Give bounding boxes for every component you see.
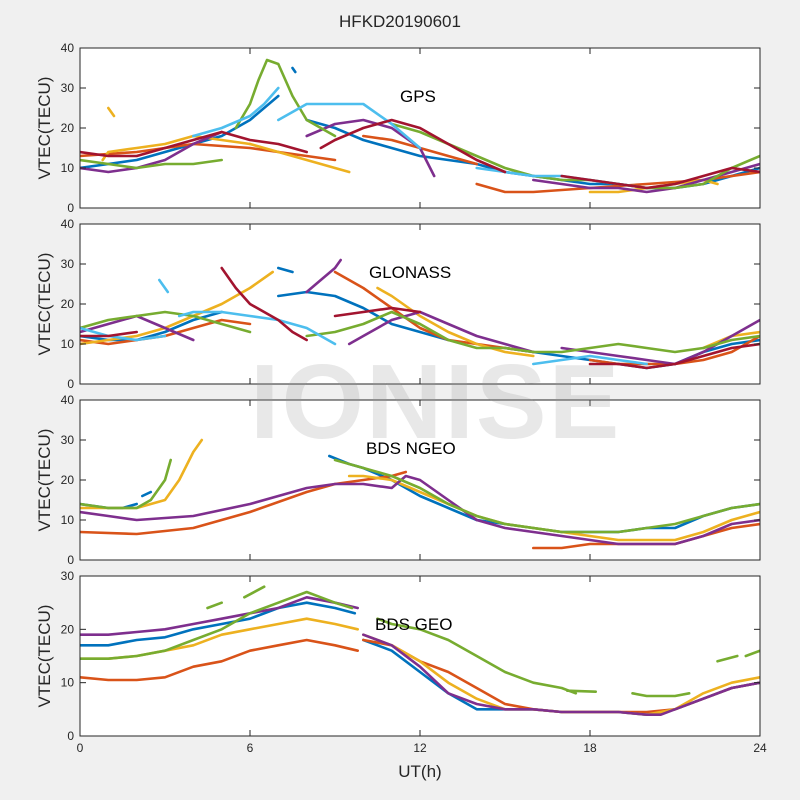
panel-4-plot-area xyxy=(80,576,760,736)
panel-1-series-line-21 xyxy=(80,130,309,158)
panel-4-series-line-16 xyxy=(744,649,760,658)
panel-1-y-tick-label: 40 xyxy=(61,41,75,55)
panel-2-series-line-23 xyxy=(333,306,422,318)
panel-4-y-tick-label: 30 xyxy=(61,569,75,583)
panel-1-series-group xyxy=(80,58,760,194)
panel-3-series-line-9 xyxy=(80,458,172,510)
panel-1-series-line-22 xyxy=(319,118,507,174)
panel-3-y-tick-label: 20 xyxy=(61,473,75,487)
panel-1-series-line-19 xyxy=(276,102,422,150)
panel-1: 0 10 20 30 40 VTEC(TECU) GPS xyxy=(35,41,761,215)
panel-3-y-tick-label: 0 xyxy=(67,553,74,567)
panel-2-title: GLONASS xyxy=(369,263,451,282)
panel-4-series-line-8 xyxy=(361,633,760,717)
panel-1-series-line-16 xyxy=(234,58,337,138)
panel-2-series-line-21 xyxy=(80,330,138,338)
panel-4-x-tick-label: 18 xyxy=(583,741,597,755)
panel-4-y-tick-label: 20 xyxy=(61,622,75,636)
panel-2-series-line-24 xyxy=(588,342,760,370)
panel-4-title: BDS GEO xyxy=(375,615,452,634)
panel-2-y-tick-label: 20 xyxy=(61,297,75,311)
panel-3-series-line-4 xyxy=(80,470,408,536)
panel-1-y-tick-label: 0 xyxy=(67,201,74,215)
panel-3-y-tick-label: 30 xyxy=(61,433,75,447)
panel-2-y-axis-label: VTEC(TECU) xyxy=(35,253,54,356)
panel-3-y-axis-label: VTEC(TECU) xyxy=(35,429,54,532)
panel-3-series-line-2 xyxy=(141,490,153,498)
panel-4-y-tick-label: 0 xyxy=(67,729,74,743)
panel-4: 0 10 20 30 0 6 12 18 24 VTEC(TECU) BDS GEO xyxy=(35,569,767,755)
figure-title: HFKD20190601 xyxy=(339,12,461,31)
panel-1-series-line-15 xyxy=(80,158,223,170)
panel-1-series-line-1 xyxy=(80,94,280,170)
panel-1-series-line-4 xyxy=(291,66,297,74)
panel-4-x-tick-label: 6 xyxy=(247,741,254,755)
panel-2-y-tick-label: 10 xyxy=(61,337,75,351)
panel-2-series-line-20 xyxy=(531,354,649,366)
panel-4-series-line-15 xyxy=(716,654,739,663)
panel-4-x-tick-label: 12 xyxy=(413,741,427,755)
panel-1-title: GPS xyxy=(400,87,436,106)
panel-2-y-tick-label: 40 xyxy=(61,217,75,231)
panel-1-series-line-23 xyxy=(560,166,760,190)
panel-1-series-line-12 xyxy=(80,130,223,174)
panel-2-series-line-17 xyxy=(80,326,167,342)
panel-2-series-line-15 xyxy=(80,310,252,334)
panel-4-series-line-1 xyxy=(80,601,357,647)
panel-2-series-line-18 xyxy=(158,278,170,294)
panel-4-series-line-13 xyxy=(565,689,598,694)
panel-2-series-line-19 xyxy=(177,310,337,346)
panel-3-series-line-10 xyxy=(333,458,760,534)
panel-4-x-tick-label: 24 xyxy=(753,741,767,755)
panel-2-y-tick-label: 0 xyxy=(67,377,74,391)
panel-1-series-line-18 xyxy=(192,86,280,138)
panel-3-y-tick-label: 10 xyxy=(61,513,75,527)
panel-1-series-line-5 xyxy=(80,142,337,162)
panel-2-series-group xyxy=(80,258,760,370)
panel-4-series-group xyxy=(80,585,760,717)
panel-4-series-line-12 xyxy=(376,617,578,695)
panel-2-series-line-14 xyxy=(560,318,760,366)
x-axis-label: UT(h) xyxy=(398,762,441,781)
panel-3-series-line-8 xyxy=(80,474,760,546)
panel-2-y-tick-label: 30 xyxy=(61,257,75,271)
panel-2-series-line-13 xyxy=(347,310,535,354)
panel-4-series-line-10 xyxy=(206,601,223,610)
panel-1-y-tick-label: 30 xyxy=(61,81,75,95)
panel-2-series-line-8 xyxy=(80,270,275,346)
panel-3: 0 10 20 30 40 VTEC(TECU) BDS NGEO xyxy=(35,393,761,567)
panel-3-y-tick-label: 40 xyxy=(61,393,75,407)
panel-1-series-line-10 xyxy=(107,106,116,118)
panel-3-title: BDS NGEO xyxy=(366,439,456,458)
panel-4-series-line-3 xyxy=(80,638,360,682)
panel-1-y-tick-label: 20 xyxy=(61,121,75,135)
panel-1-series-line-2 xyxy=(305,118,479,166)
panel-4-series-line-14 xyxy=(631,691,691,698)
panel-1-y-tick-label: 10 xyxy=(61,161,75,175)
panel-1-series-line-8 xyxy=(101,134,252,162)
panel-3-series-group xyxy=(80,438,760,550)
panel-4-y-tick-label: 10 xyxy=(61,676,75,690)
panel-2-plot-area xyxy=(80,224,760,384)
panel-2-series-line-12 xyxy=(305,258,343,294)
panel-4-y-axis-label: VTEC(TECU) xyxy=(35,605,54,708)
panel-4-series-line-7 xyxy=(80,595,360,637)
panel-2-series-line-4 xyxy=(276,266,294,274)
panel-4-series-line-11 xyxy=(243,585,266,599)
panel-2-series-line-9 xyxy=(376,286,535,358)
panel-2-series-line-22 xyxy=(220,266,309,342)
panel-4-series-line-9 xyxy=(80,590,354,661)
panel-2-series-line-16 xyxy=(305,310,760,354)
panel-1-y-axis-label: VTEC(TECU) xyxy=(35,77,54,180)
panel-1-series-line-9 xyxy=(248,142,351,174)
panel-2: 0 10 20 30 40 VTEC(TECU) GLONASS xyxy=(35,217,761,391)
panel-4-x-tick-label: 0 xyxy=(77,741,84,755)
